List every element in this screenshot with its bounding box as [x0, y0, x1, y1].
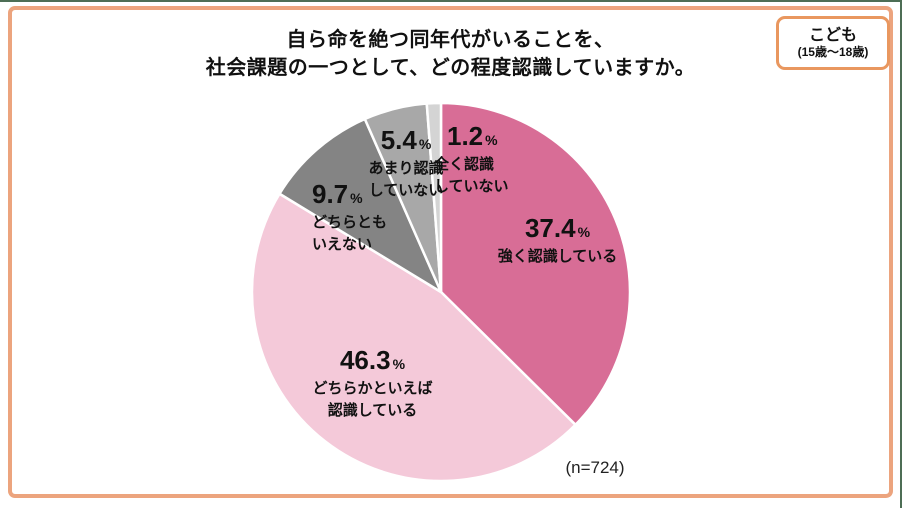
pie-slice-1: [250, 192, 577, 483]
pie-slice-2: [278, 117, 443, 294]
pie-value-strongly-aware: 37.4%: [524, 213, 591, 243]
pie-label-barely-aware: 5.4% あまり認識 していない: [346, 126, 466, 202]
pie-value-not-aware: 1.2%: [447, 121, 498, 151]
pie-value-somewhat-aware: 46.3%: [339, 345, 406, 375]
pie-label-neutral: 9.7% どちらとも いえない: [312, 180, 432, 256]
audience-badge: こども (15歳〜18歳): [776, 16, 890, 70]
pie-value-barely-aware: 5.4%: [380, 125, 432, 155]
pie-label-somewhat-aware: 46.3% どちらかといえば 認識している: [275, 346, 470, 422]
chart-title-line1: 自ら命を絶つ同年代がいることを、: [286, 29, 615, 51]
pie-value-neutral: 9.7%: [312, 179, 363, 209]
audience-badge-label: こども: [808, 27, 857, 44]
chart-title-line2: 社会課題の一つとして、どの程度認識していますか。: [205, 57, 696, 79]
window-edge-right: [900, 0, 902, 508]
pie-label-strongly-aware: 37.4% 強く認識している: [460, 214, 655, 268]
pie-slice-4: [425, 101, 443, 294]
chart-title: 自ら命を絶つ同年代がいることを、 社会課題の一つとして、どの程度認識していますか…: [8, 26, 893, 82]
window-edge-top: [0, 0, 902, 2]
pie-label-not-aware: 1.2% 全く認識 していない: [434, 122, 534, 198]
sample-size-label: (n=724): [565, 458, 625, 477]
pie-slice-0: [439, 101, 632, 427]
audience-badge-sublabel: (15歳〜18歳): [797, 45, 869, 59]
